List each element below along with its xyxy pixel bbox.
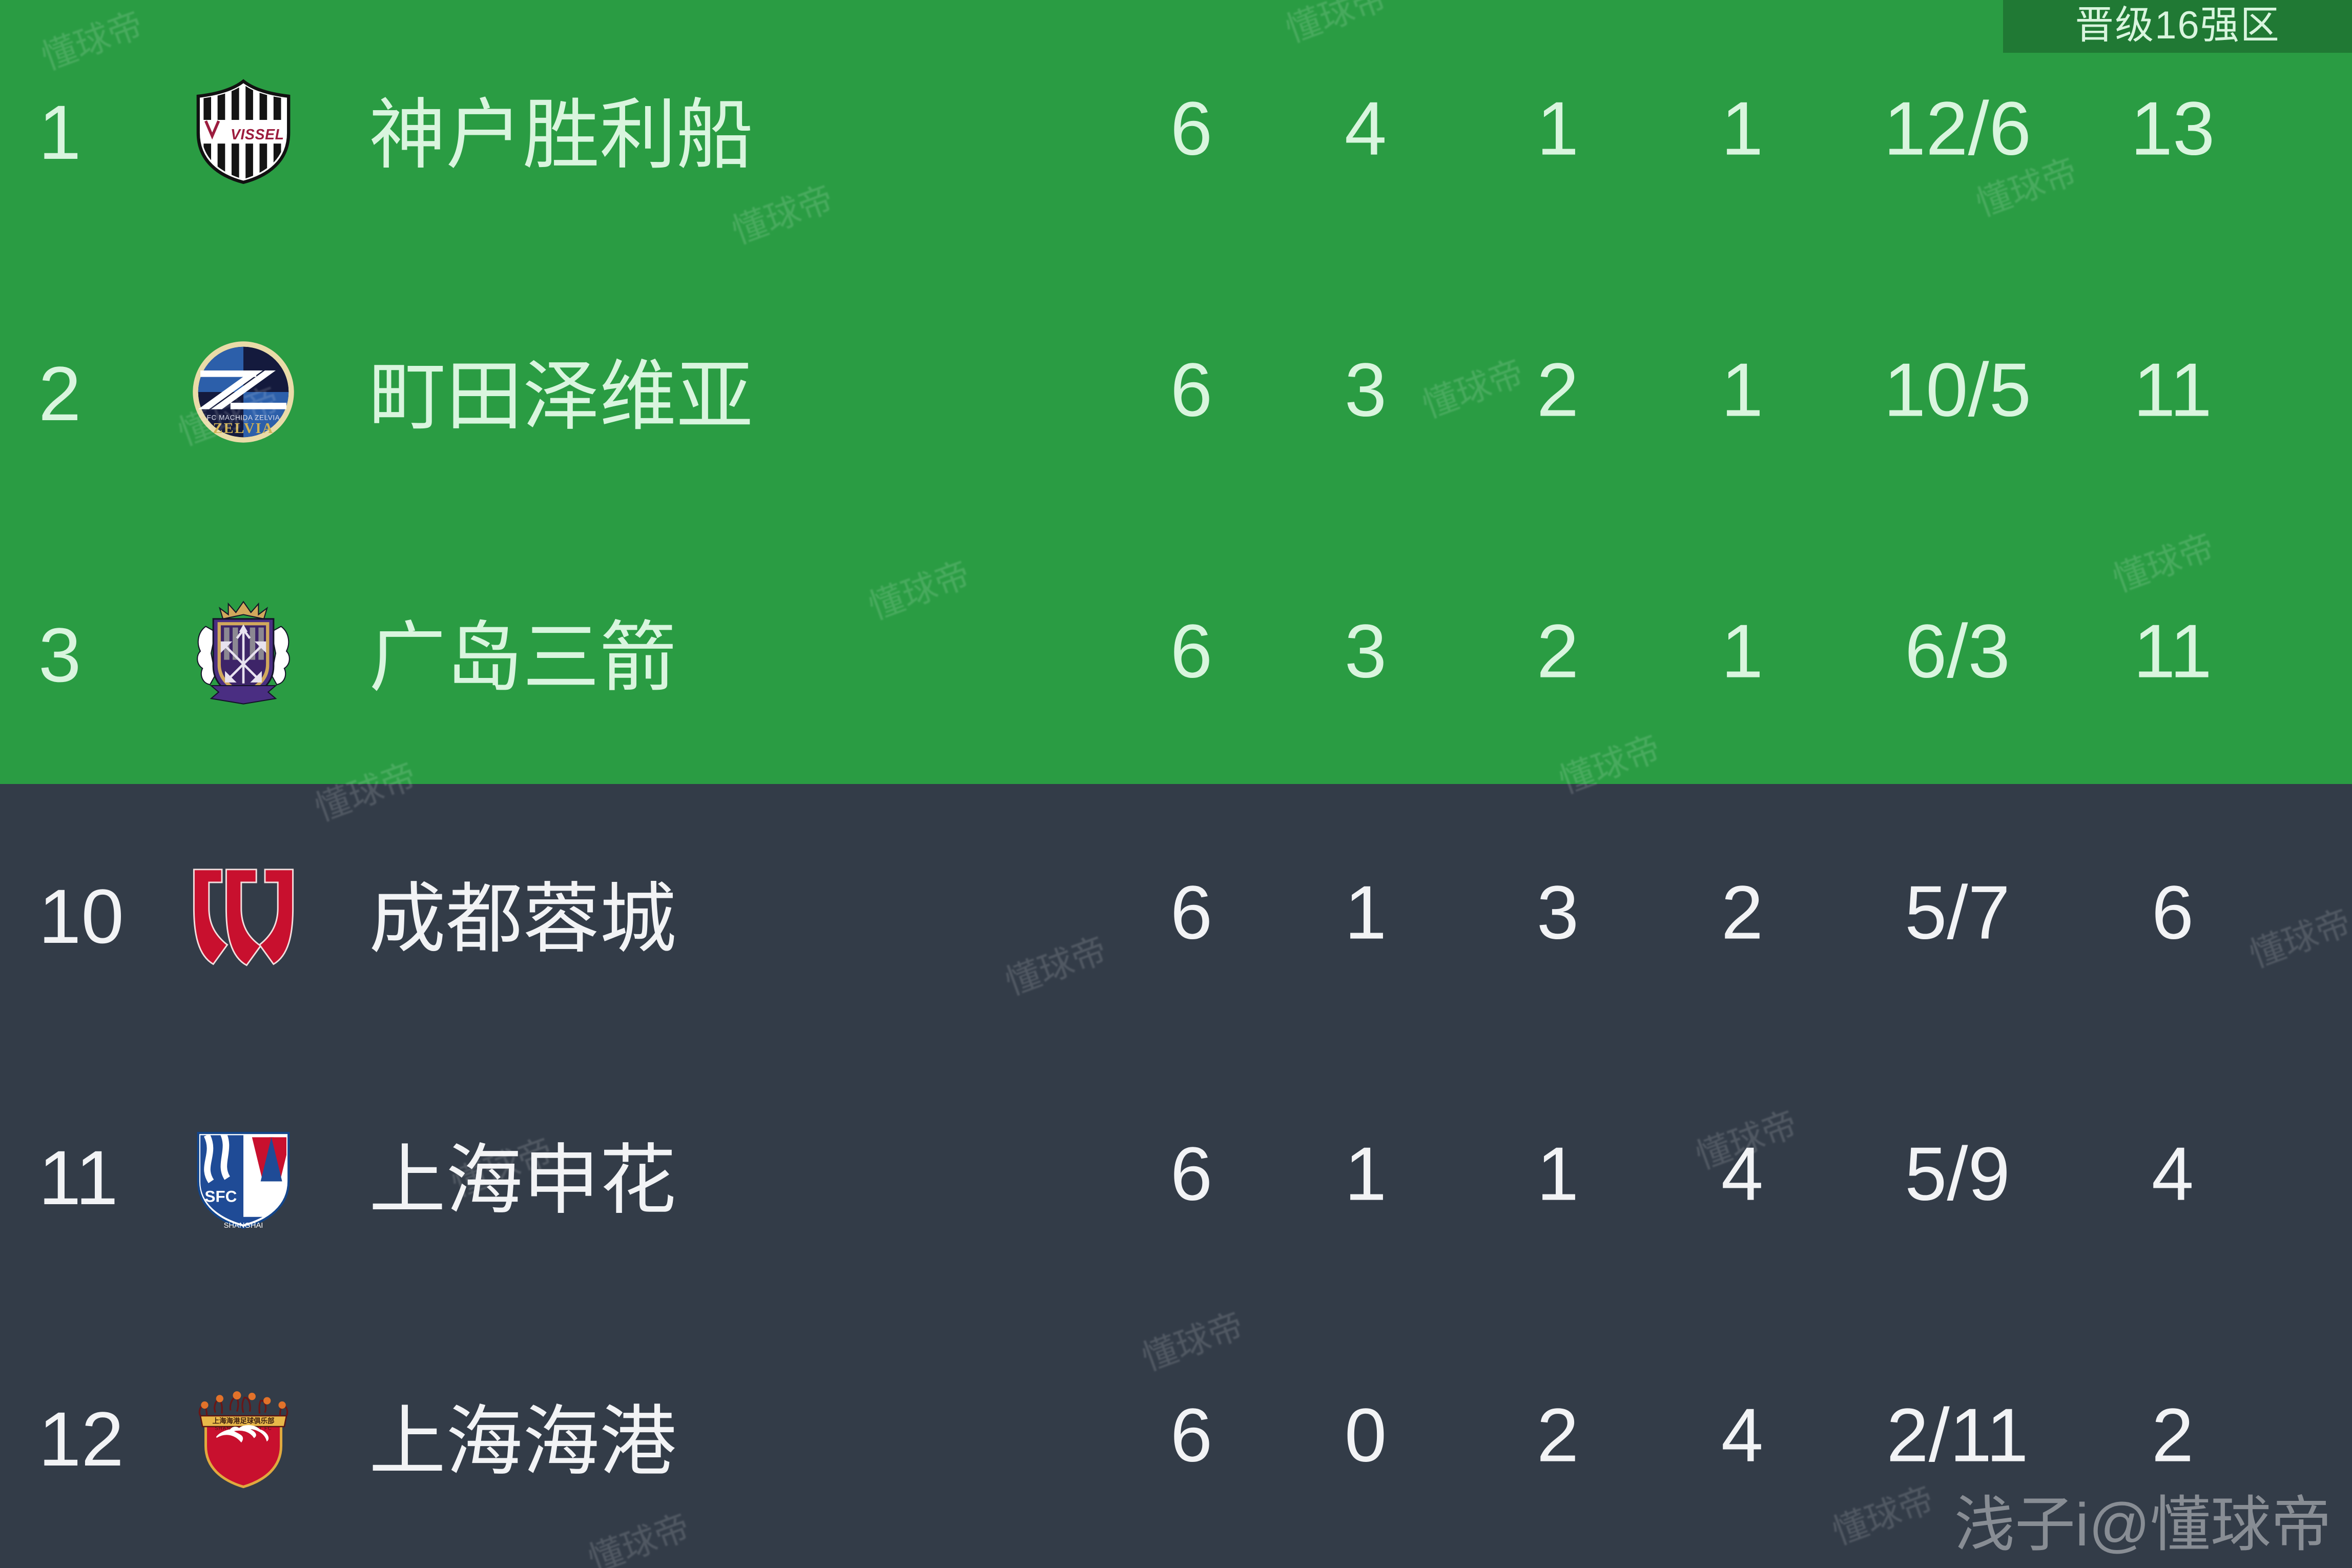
svg-text:SFC: SFC [204,1187,237,1205]
svg-text:SHANGHAI: SHANGHAI [224,1222,263,1230]
svg-text:ZELVIA: ZELVIA [213,421,274,437]
svg-text:上海海港足球俱乐部: 上海海港足球俱乐部 [213,1417,275,1425]
svg-text:VISSEL: VISSEL [231,127,284,143]
